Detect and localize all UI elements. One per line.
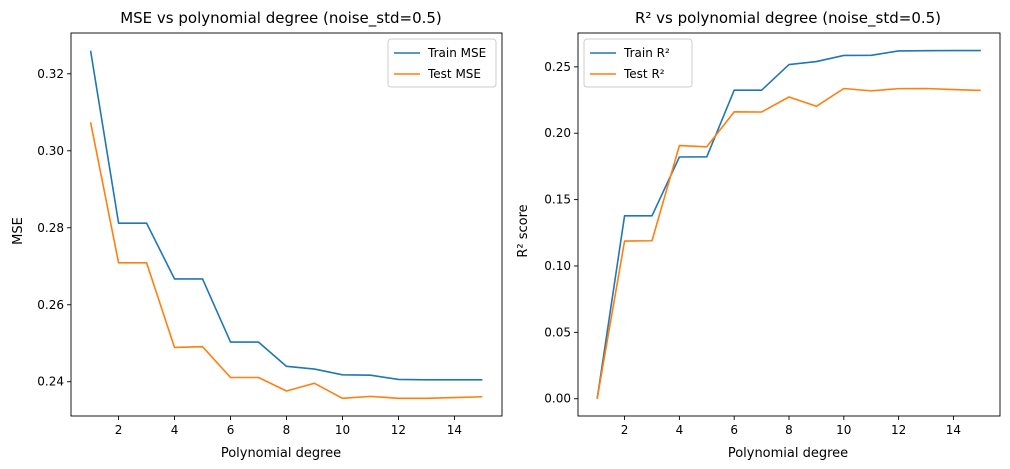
legend-label: Test MSE — [427, 67, 481, 81]
x-tick-label: 14 — [447, 423, 462, 437]
legend-box — [583, 38, 693, 88]
x-tick-label: 10 — [836, 423, 851, 437]
legend-label: Test R² — [623, 67, 665, 81]
legend-box — [387, 38, 497, 88]
series-line-train — [596, 49, 981, 399]
y-tick-label: 0.28 — [37, 221, 64, 235]
chart-title: MSE vs polynomial degree (noise_std=0.5) — [120, 9, 442, 28]
x-tick-label: 10 — [335, 423, 350, 437]
x-axis-label: Polynomial degree — [728, 446, 848, 461]
series-line-test — [596, 87, 981, 399]
y-tick-label: 0.10 — [544, 259, 571, 273]
y-tick-label: 0.15 — [544, 193, 571, 207]
x-tick-label: 2 — [115, 423, 123, 437]
x-tick-label: 6 — [227, 423, 235, 437]
x-tick-label: 6 — [730, 423, 738, 437]
mse-chart: MSE vs polynomial degree (noise_std=0.5)… — [11, 9, 503, 461]
series-line-test — [89, 122, 483, 400]
x-tick-label: 14 — [946, 423, 961, 437]
x-tick-label: 12 — [891, 423, 906, 437]
legend: Train MSE Test MSE — [387, 38, 497, 88]
plot-frame — [70, 32, 503, 417]
x-tick-label: 4 — [171, 423, 179, 437]
series-line-train — [89, 50, 483, 381]
x-tick-label: 8 — [283, 423, 291, 437]
r2-chart: R² vs polynomial degree (noise_std=0.5) … — [516, 9, 1001, 461]
x-tick-label: 12 — [391, 423, 406, 437]
y-tick-label: 0.05 — [544, 325, 571, 339]
y-tick-label: 0.20 — [544, 126, 571, 140]
y-tick-label: 0.32 — [37, 67, 64, 81]
legend: Train R² Test R² — [583, 38, 693, 88]
y-axis-label: MSE — [11, 217, 26, 245]
x-tick-label: 8 — [785, 423, 793, 437]
plot-frame — [577, 32, 1001, 417]
x-tick-label: 4 — [676, 423, 684, 437]
legend-label: Train MSE — [427, 46, 486, 60]
legend-label: Train R² — [623, 46, 670, 60]
chart-title: R² vs polynomial degree (noise_std=0.5) — [635, 9, 941, 28]
y-tick-label: 0.24 — [37, 375, 64, 389]
y-axis-label: R² score — [516, 204, 531, 257]
x-axis-label: Polynomial degree — [221, 446, 341, 461]
y-tick-label: 0.26 — [37, 298, 64, 312]
y-tick-label: 0.25 — [544, 60, 571, 74]
y-tick-label: 0.00 — [544, 392, 571, 406]
x-tick-label: 2 — [621, 423, 629, 437]
y-tick-label: 0.30 — [37, 144, 64, 158]
